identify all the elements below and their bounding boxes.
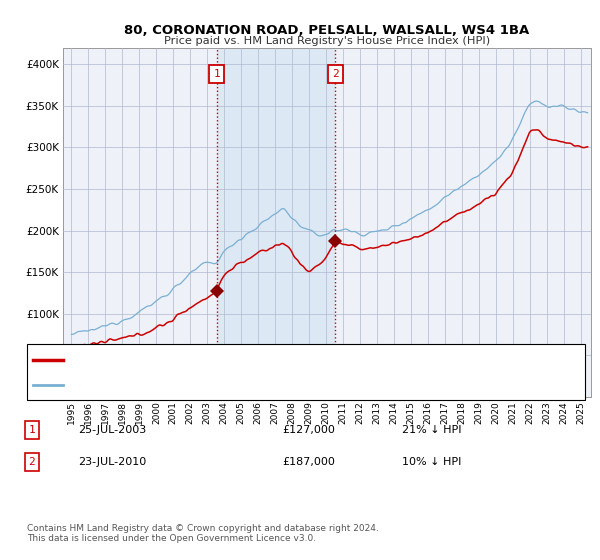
Text: 10% ↓ HPI: 10% ↓ HPI bbox=[402, 457, 461, 467]
Text: £187,000: £187,000 bbox=[282, 457, 335, 467]
Text: 1: 1 bbox=[28, 425, 35, 435]
Text: Contains HM Land Registry data © Crown copyright and database right 2024.
This d: Contains HM Land Registry data © Crown c… bbox=[27, 524, 379, 543]
Text: 1: 1 bbox=[213, 69, 220, 79]
Text: 2: 2 bbox=[332, 69, 339, 79]
Text: 25-JUL-2003: 25-JUL-2003 bbox=[78, 425, 146, 435]
Text: Price paid vs. HM Land Registry's House Price Index (HPI): Price paid vs. HM Land Registry's House … bbox=[164, 36, 490, 46]
Bar bbox=[217, 48, 335, 397]
Text: HPI: Average price, detached house, Walsall: HPI: Average price, detached house, Wals… bbox=[69, 380, 310, 390]
Text: 80, CORONATION ROAD, PELSALL, WALSALL, WS4 1BA: 80, CORONATION ROAD, PELSALL, WALSALL, W… bbox=[124, 24, 530, 37]
Text: 2: 2 bbox=[28, 457, 35, 467]
Text: 23-JUL-2010: 23-JUL-2010 bbox=[78, 457, 146, 467]
Text: 80, CORONATION ROAD, PELSALL, WALSALL, WS4 1BA (detached house): 80, CORONATION ROAD, PELSALL, WALSALL, W… bbox=[69, 355, 467, 365]
Text: 21% ↓ HPI: 21% ↓ HPI bbox=[402, 425, 461, 435]
Text: £127,000: £127,000 bbox=[282, 425, 335, 435]
